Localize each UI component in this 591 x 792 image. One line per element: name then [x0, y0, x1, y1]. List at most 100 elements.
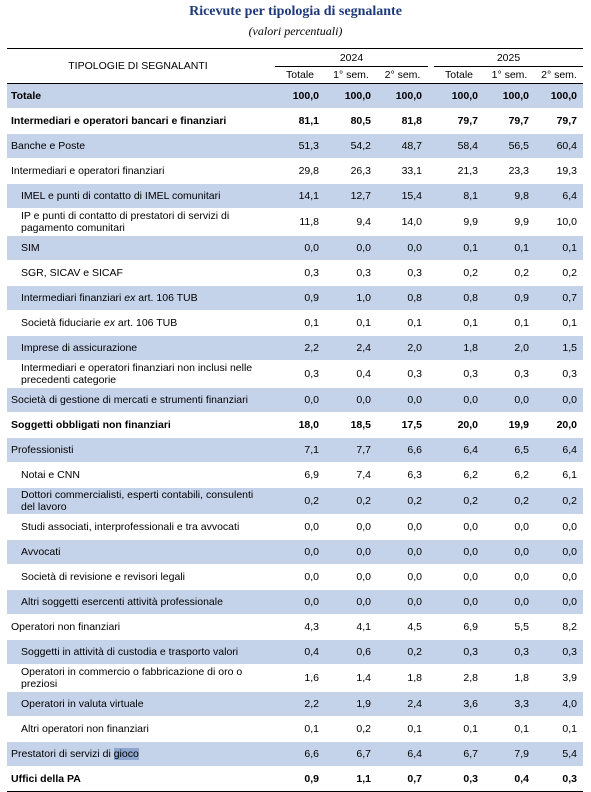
table-row: Avvocati 0,0 0,0 0,0 0,0 0,0 0,0	[7, 539, 583, 565]
cell-value: 14,0	[377, 208, 428, 236]
cell-value: 0,3	[484, 360, 535, 388]
cell-value: 0,2	[535, 260, 583, 286]
row-label: Società di revisione e revisori legali	[7, 564, 269, 590]
cell-value: 9,4	[325, 208, 377, 236]
cell-value: 5,4	[535, 741, 583, 767]
cell-value: 10,0	[535, 208, 583, 236]
cell-value: 81,8	[377, 108, 428, 134]
row-label-part: gioco	[113, 748, 139, 760]
table-row: Intermediari e operatori finanziari non …	[7, 360, 583, 388]
cell-value: 81,1	[275, 108, 325, 134]
row-label: Società di gestione di mercati e strumen…	[7, 387, 269, 413]
table-row: Notai e CNN 6,9 7,4 6,3 6,2 6,2 6,1	[7, 462, 583, 488]
cell-value: 0,2	[484, 487, 535, 515]
cell-value: 79,7	[484, 108, 535, 134]
row-label: Altri operatori non finanziari	[7, 716, 269, 742]
table-row: Studi associati, interprofessionali e tr…	[7, 514, 583, 540]
cell-value: 0,0	[275, 235, 325, 261]
cell-value: 18,0	[275, 412, 325, 438]
table-row: SGR, SICAV e SICAF 0,3 0,3 0,3 0,2 0,2 0,2	[7, 260, 583, 286]
row-label: Totale	[7, 83, 269, 109]
cell-value: 0,8	[377, 285, 428, 311]
cell-value: 4,3	[275, 614, 325, 640]
row-label: IP e punti di contatto di prestatori di …	[7, 208, 269, 236]
col-header: 2° sem.	[377, 66, 428, 84]
cell-value: 6,4	[377, 741, 428, 767]
cell-value: 0,2	[434, 487, 484, 515]
table-row: IMEL e punti di contatto di IMEL comunit…	[7, 183, 583, 209]
cell-value: 0,3	[535, 639, 583, 665]
cell-value: 2,4	[325, 335, 377, 361]
cell-value: 9,9	[484, 208, 535, 236]
row-label: SIM	[7, 235, 269, 261]
table-row: Banche e Poste 51,3 54,2 48,7 58,4 56,5 60,4	[7, 133, 583, 159]
cell-value: 79,7	[434, 108, 484, 134]
cell-value: 0,1	[434, 235, 484, 261]
cell-value: 7,4	[325, 462, 377, 488]
row-label: Intermediari e operatori bancari e finan…	[7, 108, 269, 134]
cell-value: 100,0	[275, 83, 325, 109]
cell-value: 2,4	[377, 691, 428, 717]
row-label: Notai e CNN	[7, 462, 269, 488]
cell-value: 0,0	[325, 235, 377, 261]
cell-value: 0,0	[484, 514, 535, 540]
cell-value: 79,7	[535, 108, 583, 134]
row-label: Uffici della PA	[7, 766, 269, 792]
col-header: Totale	[275, 66, 325, 84]
cell-value: 0,3	[484, 639, 535, 665]
cell-value: 17,5	[377, 412, 428, 438]
row-label: Professionisti	[7, 437, 269, 463]
cell-value: 100,0	[377, 83, 428, 109]
cell-value: 0,0	[434, 564, 484, 590]
cell-value: 0,2	[377, 639, 428, 665]
table-row: Intermediari e operatori finanziari 29,8 2…	[7, 158, 583, 184]
cell-value: 2,8	[434, 664, 484, 692]
cell-value: 0,1	[275, 716, 325, 742]
cell-value: 0,8	[434, 285, 484, 311]
cell-value: 9,8	[484, 183, 535, 209]
cell-value: 6,4	[535, 437, 583, 463]
cell-value: 0,7	[377, 766, 428, 792]
cell-value: 0,3	[434, 639, 484, 665]
cell-value: 8,1	[434, 183, 484, 209]
cell-value: 0,0	[377, 514, 428, 540]
cell-value: 1,9	[325, 691, 377, 717]
col-header: 1° sem.	[484, 66, 535, 84]
cell-value: 0,0	[325, 514, 377, 540]
cell-value: 6,7	[434, 741, 484, 767]
cell-value: 0,0	[484, 589, 535, 615]
row-label: Operatori in valuta virtuale	[7, 691, 269, 717]
cell-value: 6,3	[377, 462, 428, 488]
table-row: Uffici della PA 0,9 1,1 0,7 0,3 0,4 0,3	[7, 766, 583, 792]
table-row: Soggetti in attività di custodia e trasp…	[7, 639, 583, 665]
cell-value: 0,1	[434, 716, 484, 742]
cell-value: 0,1	[275, 310, 325, 336]
cell-value: 0,0	[535, 387, 583, 413]
col-header: Totale	[434, 66, 484, 84]
cell-value: 23,3	[484, 158, 535, 184]
table-row: Dottori commercialisti, esperti contabil…	[7, 487, 583, 515]
cell-value: 5,5	[484, 614, 535, 640]
cell-value: 0,0	[377, 387, 428, 413]
cell-value: 0,2	[377, 487, 428, 515]
cell-value: 100,0	[484, 83, 535, 109]
cell-value: 0,0	[275, 564, 325, 590]
table-row: Prestatori di servizi di gioco 6,6 6,7 6,4 6…	[7, 741, 583, 767]
cell-value: 0,2	[434, 260, 484, 286]
col-header: 1° sem.	[325, 66, 377, 84]
cell-value: 21,3	[434, 158, 484, 184]
table-row: Totale 100,0 100,0 100,0 100,0 100,0 100,0	[7, 83, 583, 109]
cell-value: 7,1	[275, 437, 325, 463]
row-label-part: ex	[124, 292, 136, 304]
cell-value: 0,2	[325, 487, 377, 515]
cell-value: 2,2	[275, 335, 325, 361]
cell-value: 0,9	[275, 766, 325, 792]
cell-value: 0,0	[535, 539, 583, 565]
cell-value: 4,1	[325, 614, 377, 640]
cell-value: 0,1	[535, 716, 583, 742]
cell-value: 1,8	[434, 335, 484, 361]
cell-value: 100,0	[325, 83, 377, 109]
cell-value: 0,0	[275, 539, 325, 565]
row-label: Soggetti obbligati non finanziari	[7, 412, 269, 438]
